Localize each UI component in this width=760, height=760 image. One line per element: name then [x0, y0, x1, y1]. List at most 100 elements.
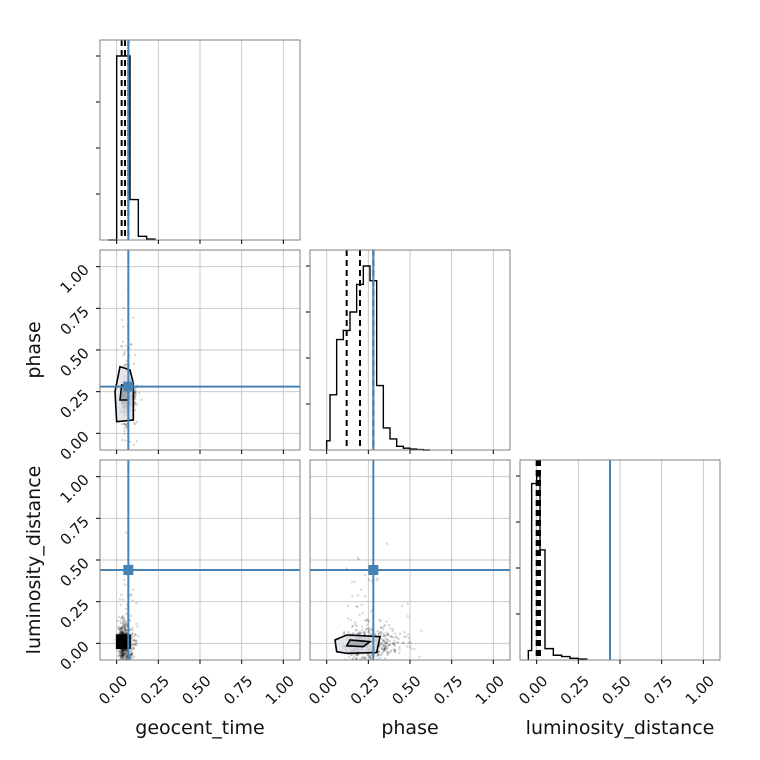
x-tick-label-phase-4: 1.00 [472, 672, 508, 708]
sample-point-geocent-time-vs-luminosity-distance [132, 639, 136, 642]
sample-point-geocent-time-vs-phase [123, 422, 126, 426]
sample-point-geocent-time-vs-luminosity-distance [123, 652, 126, 656]
sample-point-geocent-time-vs-luminosity-distance [133, 643, 136, 646]
sample-point-geocent-time-vs-phase [123, 423, 127, 427]
sample-point-phase-vs-luminosity-distance [352, 632, 355, 635]
sample-point-geocent-time-vs-luminosity-distance [124, 531, 128, 534]
sample-point-geocent-time-vs-luminosity-distance [121, 632, 124, 635]
sample-point-geocent-time-vs-luminosity-distance [122, 650, 125, 654]
x-tick-label-phase-3: 0.75 [430, 672, 466, 708]
sample-point-geocent-time-vs-luminosity-distance [119, 619, 122, 623]
sample-point-phase-vs-luminosity-distance [377, 651, 380, 654]
sample-point-phase-vs-luminosity-distance [390, 635, 393, 638]
sample-point-phase-vs-luminosity-distance [386, 651, 389, 654]
sample-point-geocent-time-vs-luminosity-distance [121, 626, 124, 629]
sample-point-phase-vs-luminosity-distance [386, 646, 389, 649]
y-tick-label-phase-2: 0.50 [56, 344, 92, 380]
sample-point-phase-vs-luminosity-distance [377, 633, 381, 636]
sample-point-phase-vs-luminosity-distance [364, 628, 368, 631]
sample-point-phase-vs-luminosity-distance [386, 640, 389, 644]
sample-point-geocent-time-vs-luminosity-distance [123, 648, 127, 652]
sample-point-geocent-time-vs-phase [134, 392, 138, 395]
sample-point-geocent-time-vs-phase [124, 422, 127, 426]
sample-point-phase-vs-luminosity-distance [384, 637, 387, 640]
sample-point-geocent-time-vs-luminosity-distance [120, 629, 123, 632]
sample-point-phase-vs-luminosity-distance [367, 619, 370, 622]
sample-point-geocent-time-vs-luminosity-distance [121, 648, 124, 652]
y-tick-label-luminosity-distance-0: 0.00 [56, 637, 92, 673]
sample-point-geocent-time-vs-phase [132, 422, 136, 425]
sample-point-geocent-time-vs-luminosity-distance [123, 623, 126, 626]
axes-layer: 0.000.250.500.751.000.00 0.25 0.50 0.75 1.00… [56, 39, 721, 708]
sample-point-phase-vs-luminosity-distance [420, 629, 423, 632]
sample-point-phase-vs-luminosity-distance [356, 556, 360, 560]
sample-point-geocent-time-vs-luminosity-distance [123, 625, 126, 629]
sample-point-geocent-time-vs-phase [123, 352, 126, 355]
sample-point-geocent-time-vs-phase [134, 389, 137, 392]
sample-point-geocent-time-vs-luminosity-distance [134, 632, 137, 636]
sample-point-phase-vs-luminosity-distance [408, 645, 412, 649]
sample-point-geocent-time-vs-luminosity-distance [118, 628, 121, 631]
sample-point-phase-vs-luminosity-distance [381, 644, 385, 648]
sample-point-phase-vs-luminosity-distance [369, 656, 372, 659]
sample-point-geocent-time-vs-luminosity-distance [129, 628, 132, 632]
sample-point-geocent-time-vs-luminosity-distance [137, 634, 140, 638]
sample-point-phase-vs-luminosity-distance [342, 632, 346, 635]
sample-point-geocent-time-vs-luminosity-distance [122, 649, 125, 652]
sample-point-phase-vs-luminosity-distance [385, 642, 388, 646]
sample-point-geocent-time-vs-luminosity-distance [120, 625, 123, 629]
sample-point-phase-vs-luminosity-distance [381, 646, 384, 649]
sample-point-geocent-time-vs-luminosity-distance [129, 614, 133, 618]
sample-point-geocent-time-vs-luminosity-distance [121, 653, 125, 657]
sample-point-phase-vs-luminosity-distance [381, 647, 384, 651]
sample-point-phase-vs-luminosity-distance [383, 634, 387, 637]
sample-point-geocent-time-vs-luminosity-distance [124, 619, 127, 623]
sample-point-phase-vs-luminosity-distance [388, 643, 391, 647]
sample-point-phase-vs-luminosity-distance [354, 621, 357, 624]
sample-point-phase-vs-luminosity-distance [385, 641, 388, 645]
sample-point-geocent-time-vs-luminosity-distance [130, 634, 134, 637]
sample-point-phase-vs-luminosity-distance [392, 639, 396, 643]
sample-point-geocent-time-vs-luminosity-distance [121, 652, 124, 656]
sample-point-phase-vs-luminosity-distance [401, 641, 405, 645]
sample-point-phase-vs-luminosity-distance [381, 639, 385, 642]
sample-point-phase-vs-luminosity-distance [386, 633, 390, 636]
sample-point-geocent-time-vs-luminosity-distance [119, 621, 123, 625]
sample-point-phase-vs-luminosity-distance [366, 627, 370, 631]
sample-point-geocent-time-vs-luminosity-distance [123, 623, 126, 626]
sample-point-phase-vs-luminosity-distance [383, 648, 387, 651]
sample-point-phase-vs-luminosity-distance [364, 657, 367, 660]
sample-point-geocent-time-vs-luminosity-distance [124, 628, 128, 632]
sample-point-phase-vs-luminosity-distance [402, 641, 405, 644]
sample-point-geocent-time-vs-luminosity-distance [118, 627, 122, 630]
sample-point-geocent-time-vs-phase [121, 423, 124, 426]
sample-point-geocent-time-vs-luminosity-distance [121, 624, 124, 627]
sample-point-geocent-time-vs-luminosity-distance [121, 653, 124, 656]
sample-point-geocent-time-vs-luminosity-distance [123, 629, 127, 632]
sample-point-geocent-time-vs-luminosity-distance [124, 648, 128, 652]
sample-point-geocent-time-vs-luminosity-distance [120, 650, 124, 654]
sample-point-phase-vs-luminosity-distance [389, 635, 392, 638]
sample-point-geocent-time-vs-luminosity-distance [118, 598, 122, 601]
sample-point-phase-vs-luminosity-distance [370, 579, 373, 583]
sample-point-phase-vs-luminosity-distance [390, 635, 394, 638]
sample-point-geocent-time-vs-phase [122, 325, 125, 328]
sample-point-phase-vs-luminosity-distance [368, 655, 372, 658]
sample-point-geocent-time-vs-luminosity-distance [132, 639, 136, 642]
sample-point-phase-vs-luminosity-distance [398, 632, 402, 636]
sample-point-geocent-time-vs-luminosity-distance [120, 630, 124, 634]
sample-point-geocent-time-vs-luminosity-distance [122, 650, 125, 653]
sample-point-geocent-time-vs-luminosity-distance [130, 652, 133, 656]
sample-point-geocent-time-vs-luminosity-distance [122, 617, 125, 620]
sample-point-geocent-time-vs-luminosity-distance [135, 602, 138, 605]
sample-point-phase-vs-luminosity-distance [373, 632, 377, 636]
sample-point-geocent-time-vs-luminosity-distance [120, 617, 123, 620]
sample-point-geocent-time-vs-luminosity-distance [118, 650, 122, 654]
sample-point-geocent-time-vs-luminosity-distance [122, 631, 125, 635]
sample-point-phase-vs-luminosity-distance [392, 648, 396, 651]
sample-point-geocent-time-vs-phase [133, 395, 137, 398]
sample-point-geocent-time-vs-luminosity-distance [121, 649, 125, 652]
sample-point-geocent-time-vs-phase [134, 392, 137, 395]
sample-point-phase-vs-luminosity-distance [383, 647, 387, 651]
sample-point-geocent-time-vs-luminosity-distance [123, 628, 127, 632]
